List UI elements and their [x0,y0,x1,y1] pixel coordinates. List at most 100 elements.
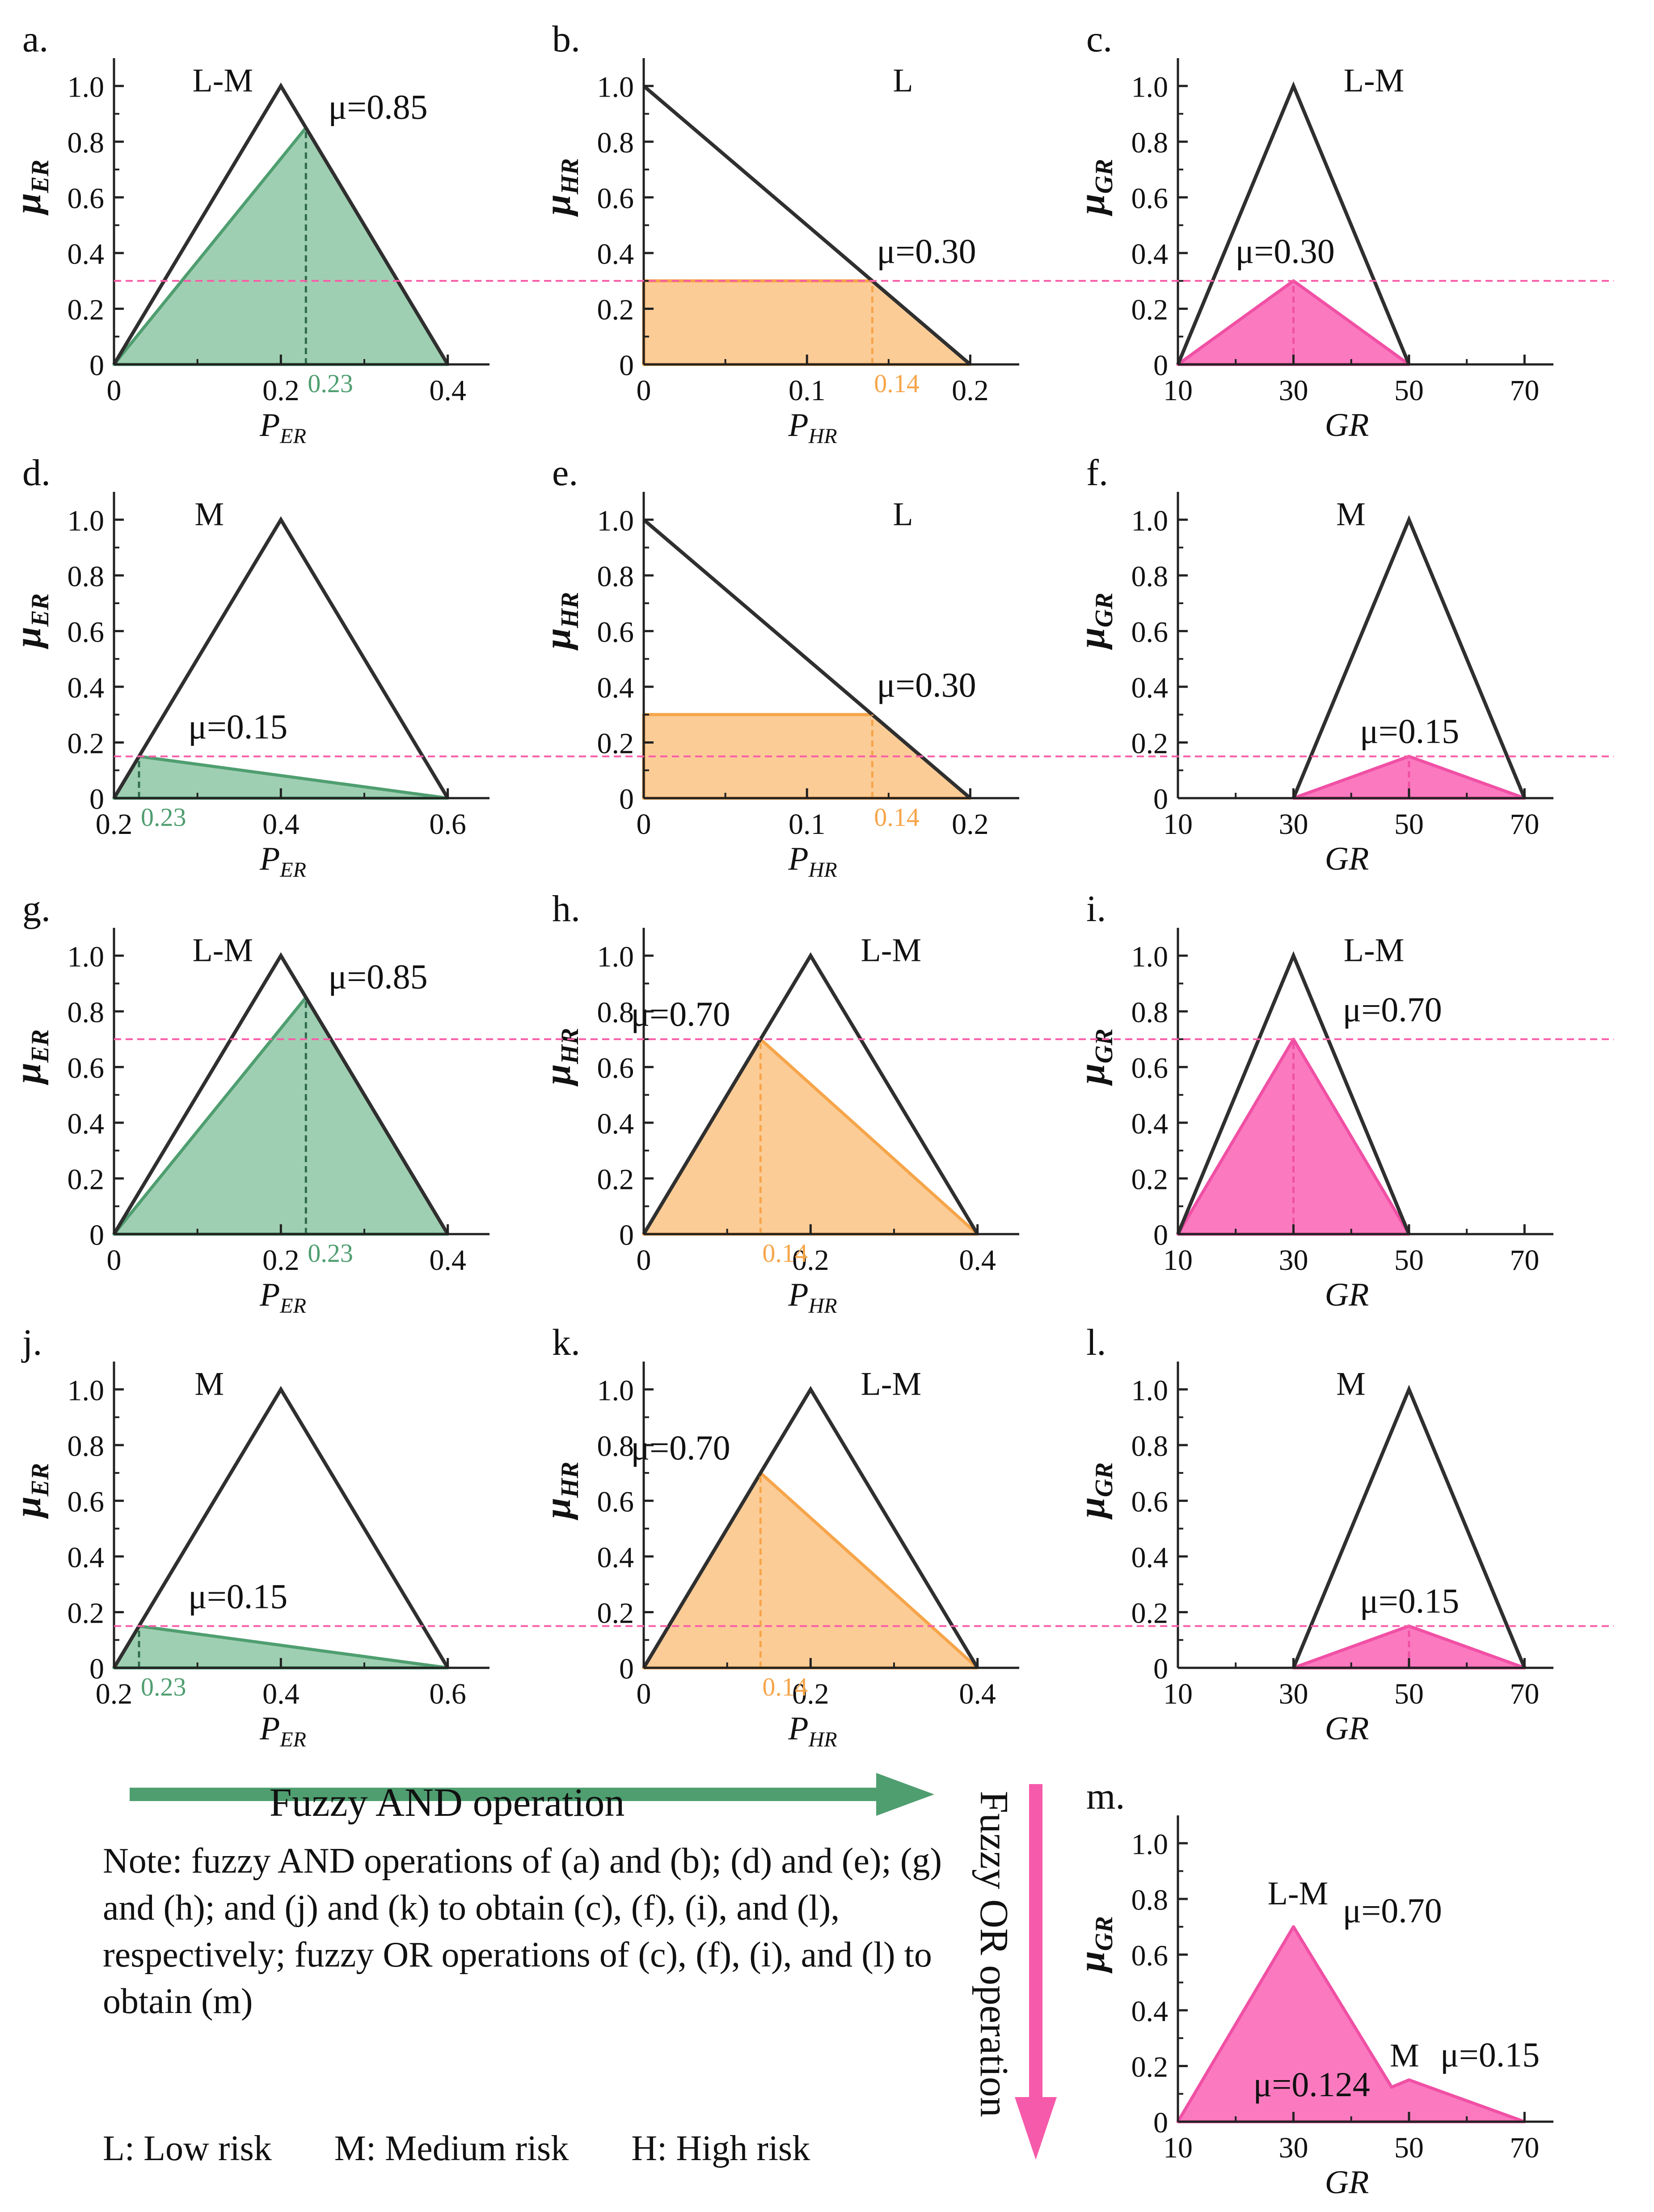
membership-line [112,82,450,366]
y-tick-label: 0 [619,349,634,382]
x-axis-symbol: P [259,1710,280,1747]
x-tick-label: 0 [637,1244,651,1277]
x-tick-label: 0.4 [262,808,300,841]
panel-letter: b. [552,18,580,60]
y-tick-label: 0.8 [1131,1430,1169,1463]
panel-letter: d. [22,452,51,494]
y-tick-label: 1.0 [597,940,634,973]
y-tick-label: 0.8 [68,996,105,1029]
mu-annotation: μ=0.15 [1360,712,1459,751]
y-axis-symbol: μ [7,627,49,650]
y-tick-label: 1.0 [68,1374,105,1407]
result-area [112,996,450,1236]
x-axis-symbol: P [259,407,280,444]
x-tick-label: 0.4 [959,1244,996,1277]
y-tick-label: 0 [619,1219,634,1252]
y-tick-label: 0.6 [68,1485,105,1518]
membership-line [112,1386,450,1669]
y-tick-label: 0.6 [68,182,105,215]
x-tick-label: 70 [1510,2132,1539,2164]
panel-letter: e. [552,452,578,494]
y-tick-label: 0.2 [68,293,105,326]
y-axis-subscript: HR [556,1462,584,1498]
panel-j: 00.20.40.60.81.00.2 0.4 0.60.23μERPERj.Mμ=… [7,1322,489,1751]
x-tick-label: 0.4 [429,1244,466,1277]
x-tick-label: 50 [1394,374,1424,407]
legend-high: H: High risk [631,2129,810,2168]
y-axis-subscript: ER [26,160,54,194]
x-tick-label: 0.2 [792,1244,829,1277]
y-axis-symbol: μ [537,628,578,651]
y-tick-label: 1.0 [68,504,105,537]
y-tick-label: 1.0 [597,1374,634,1407]
panel-letter: h. [552,888,580,930]
mu-annotation: μ=0.70 [1342,1891,1442,1930]
x-tick-label: 70 [1510,1678,1539,1710]
mu-annotation: μ=0.85 [328,957,427,996]
y-axis-label: μGR [1071,1462,1118,1520]
x-tick-label: 0 [637,374,651,407]
risk-title: M [194,496,224,533]
x-axis-subscript: ER [279,1294,306,1318]
x-tick-label: 50 [1394,2132,1424,2164]
x-axis-subscript: HR [808,858,837,882]
y-tick-label: 0.4 [68,1108,105,1140]
mu-annotation: μ=0.15 [1360,1582,1459,1620]
fuzzy-and-arrow [130,1773,934,1816]
mu-annotation: μ=0.30 [877,232,976,271]
x-tick-label: 0.1 [789,374,826,407]
y-tick-label: 0.4 [597,1541,634,1574]
cut-tick-label: 0.14 [874,369,919,398]
y-tick-label: 0.2 [597,1163,634,1196]
x-axis-label: PER [259,841,306,882]
x-axis-symbol: P [788,1710,808,1747]
x-axis-subscript: ER [279,858,306,882]
risk-title: L [893,496,913,533]
membership-line [1176,951,1411,1235]
risk-title: L-M [1268,1875,1329,1912]
y-tick-label: 0.4 [68,672,105,704]
y-tick-label: 0.4 [597,1108,634,1140]
y-tick-label: 0 [1153,1219,1168,1252]
x-tick-label: 50 [1394,1678,1424,1710]
y-tick-label: 0 [619,783,634,816]
x-tick-label: 30 [1278,1678,1308,1710]
y-tick-label: 0 [89,1219,104,1252]
note-text: Note: fuzzy AND operations of (a) and (b… [103,1841,942,2022]
y-tick-label: 0.2 [1131,727,1169,760]
x-tick-label: 10 [1163,374,1193,407]
x-axis-label: PHR [788,1710,837,1751]
y-tick-label: 0.6 [597,616,634,648]
y-axis-subscript: GR [1090,1462,1118,1497]
x-tick-label: 0.2 [952,374,989,407]
y-tick-label: 0.2 [597,727,634,760]
y-axis-symbol: μ [537,1498,578,1521]
y-axis-label: μHR [537,1462,584,1521]
risk-title: L-M [193,932,253,969]
x-axis-label: PER [259,1277,306,1318]
y-tick-label: 0.8 [597,127,634,159]
mu-annotation: μ=0.124 [1253,2065,1370,2104]
cut-tick-label: 0.23 [141,1672,186,1701]
panel-letter: k. [552,1322,580,1363]
y-tick-label: 0.4 [68,238,105,271]
y-tick-label: 0.8 [68,1430,105,1463]
x-tick-label: 30 [1278,374,1308,407]
x-tick-label: 0.6 [429,808,466,841]
x-tick-label: 0.4 [262,1678,300,1710]
membership-line [1291,1384,1527,1669]
legend-low: L: Low risk [103,2129,272,2168]
y-tick-label: 0.8 [1131,127,1169,159]
or-arrow-shaft [1029,1784,1042,2106]
y-tick-label: 0.2 [68,727,105,760]
cut-tick-label: 0.23 [308,369,353,398]
y-tick-label: 0.6 [597,182,634,215]
membership-line [112,516,450,799]
y-axis-subscript: ER [26,1029,54,1063]
y-tick-label: 0.4 [597,238,634,271]
x-axis-label: PER [259,407,306,448]
y-axis-subscript: HR [556,592,584,629]
y-axis-label: μGR [1071,1028,1118,1086]
y-axis-label: μER [7,1463,54,1519]
